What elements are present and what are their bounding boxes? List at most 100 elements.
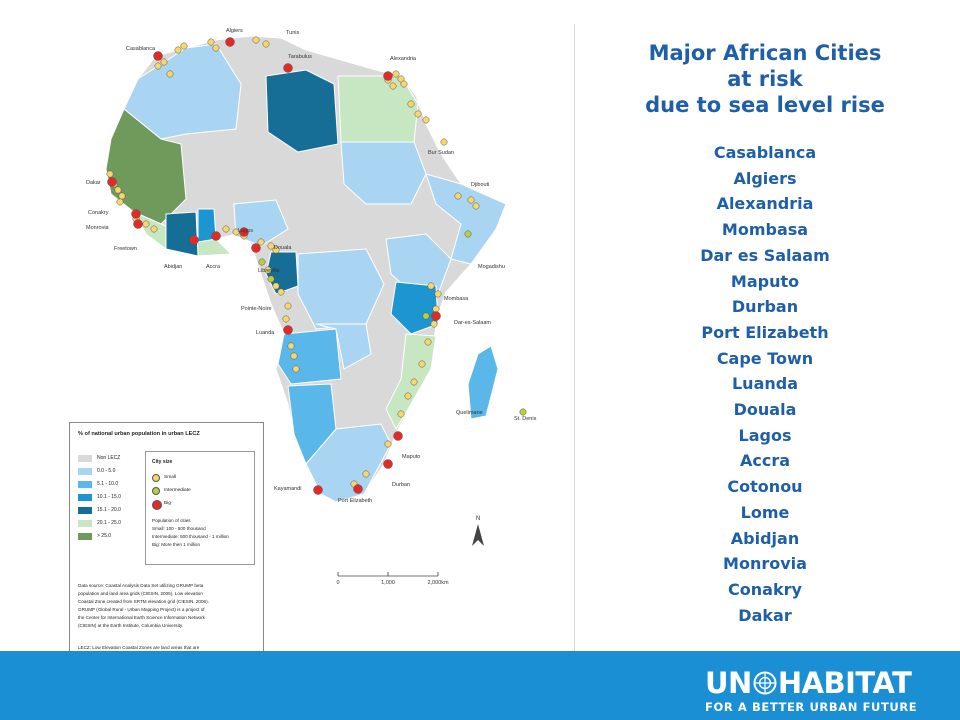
intermediate-city-marker (464, 230, 472, 238)
city-list-item: Cotonou (727, 477, 803, 497)
big-city-marker (431, 311, 441, 321)
small-city-marker (284, 302, 292, 310)
city-list-item: Mombasa (721, 220, 809, 240)
small-city-marker (397, 75, 405, 83)
city-label: Durban (392, 482, 410, 488)
city-size-label: Big (164, 501, 171, 506)
city-list-item: Accra (739, 451, 791, 471)
city-list-item: Durban (731, 297, 799, 317)
source-line: GRUMP (Global Rural - Urban Mapping Proj… (78, 607, 205, 612)
intermediate-city-marker (519, 408, 527, 416)
legend-swatch (78, 533, 92, 540)
city-label: Dakar (86, 180, 101, 186)
small-city-marker (222, 225, 230, 233)
big-city-marker (211, 231, 221, 241)
small-city-marker (407, 100, 415, 108)
brand-right: HABITAT (777, 666, 912, 700)
big-city-marker (313, 485, 323, 495)
city-label: Tunis (286, 30, 299, 36)
population-line: Intermediate: 500 thousand - 1 million (152, 534, 229, 539)
region-horn (425, 173, 507, 265)
city-label: Accra (206, 264, 221, 270)
small-city-marker (384, 440, 392, 448)
big-city-marker (225, 37, 235, 47)
city-label: Casablanca (126, 46, 156, 52)
small-city-marker (262, 40, 270, 48)
small-city-marker (430, 320, 438, 328)
scale-tick-2: 2,000km (427, 580, 449, 586)
small-city-marker (212, 44, 220, 52)
legend-swatch (78, 520, 92, 527)
region-south-africa (305, 423, 392, 503)
legend-class-label: 5.1 - 10.0 (97, 481, 119, 487)
small-city-marker (207, 38, 215, 46)
small-city-marker (397, 410, 405, 418)
city-label: Djibouti (471, 182, 489, 188)
legend-class-label: 10.1 - 15.0 (97, 494, 121, 500)
region-ivory-coast (165, 211, 199, 257)
region-angola (277, 328, 342, 385)
map-panel: 0 1,000 2,000km N Algiers Tunis Casablanca… (66, 24, 575, 699)
city-list-item: Maputo (730, 271, 800, 291)
big-city-marker (251, 243, 261, 253)
city-label: Algiers (226, 28, 243, 34)
legend-class-label: 0.0 - 5.0 (97, 468, 116, 474)
small-city-marker (434, 290, 442, 298)
legend-swatch (78, 468, 92, 475)
city-label: Tarabulus (288, 54, 312, 60)
small-city-marker (410, 378, 418, 386)
small-city-marker (467, 196, 475, 204)
city-list-item: Algiers (733, 168, 797, 188)
city-label: Pointe-Noire (241, 306, 272, 312)
small-city-marker (282, 315, 290, 323)
small-city-marker (292, 365, 300, 373)
small-city-marker (422, 116, 430, 124)
city-list-item: Lagos (738, 425, 792, 445)
city-label: Mogadishu (478, 264, 505, 270)
city-label: Conakry (88, 210, 109, 216)
source-line: (CIESIN) at the Earth Institute, Columbi… (78, 623, 184, 628)
big-city-marker (239, 227, 249, 237)
city-labels: Algiers Tunis Casablanca Tarabulus Alexandri… (86, 28, 537, 504)
city-list: Casablanca Algiers Alexandria Mombasa Dar es… (590, 140, 940, 628)
small-city-marker (116, 198, 124, 206)
scale-tick-1: 1,000 (381, 580, 395, 586)
small-city-marker (160, 58, 168, 66)
small-city-marker (106, 170, 114, 178)
city-list-item: Luanda (731, 374, 799, 394)
legend-class-label: 20.1 - 25.0 (97, 520, 121, 526)
city-label: Freetown (114, 246, 137, 252)
north-arrow-icon: N (472, 516, 484, 546)
title-line: Major African Cities (648, 41, 882, 65)
city-list-item: Casablanca (713, 143, 817, 162)
intermediate-city-icon (152, 487, 160, 495)
small-city-marker (150, 225, 158, 233)
small-city-marker (142, 220, 150, 228)
big-city-marker (283, 63, 293, 73)
source-line: the Center for International Earth Scien… (78, 615, 205, 620)
population-line: Small: 100 - 500 thousand (152, 526, 206, 531)
legend-class-label: 15.1 - 20.0 (97, 507, 121, 513)
big-city-marker (107, 177, 117, 187)
city-size-legend: City size Small Intermediate Big Populat… (145, 451, 255, 565)
city-markers (106, 36, 527, 495)
small-city-marker (389, 82, 397, 90)
source-line: Data source: Coastal Analysis Data Set u… (78, 583, 204, 588)
city-list-item: Cape Town (716, 348, 814, 368)
city-list-item: Abidjan (730, 528, 800, 548)
scale-bar: 0 1,000 2,000km (336, 572, 449, 586)
city-label: Lagos (238, 228, 253, 234)
footer-bar (0, 651, 960, 720)
city-list-item: Lome (740, 502, 790, 522)
small-city-marker (290, 352, 298, 360)
region-zambia (315, 323, 372, 370)
city-list-item: Dar es Salaam (700, 245, 830, 265)
small-city-marker (264, 266, 272, 274)
city-list-item: Alexandria (716, 194, 814, 214)
legend-title: % of national urban population in urban … (78, 431, 200, 437)
small-city-marker (118, 192, 126, 200)
legend-class-label: > 25.0 (97, 533, 112, 539)
city-size-label: Intermediate (164, 488, 191, 493)
small-city-marker (252, 36, 260, 44)
brand-tagline: FOR A BETTER URBAN FUTURE (705, 700, 918, 714)
